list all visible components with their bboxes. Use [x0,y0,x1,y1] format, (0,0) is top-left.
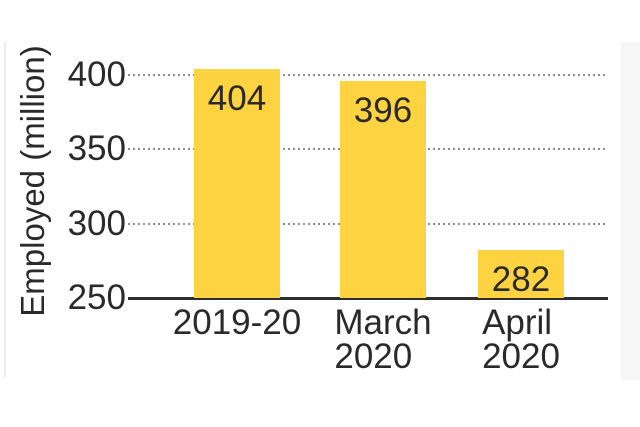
photo-left-border [4,42,6,377]
y-tick-label: 350 [67,129,126,169]
x-category-label: April 2020 [482,303,560,376]
bar-value-label: 396 [353,90,413,130]
y-axis-title: Employed (million) [14,45,51,317]
bar-value-label: 282 [491,260,551,300]
x-axis-line [128,297,608,300]
bar-april-2020: 282 [478,250,564,300]
bar-2019-20: 404 [194,69,280,298]
gridline-400 [128,74,608,76]
bar-march-2020: 396 [340,80,426,298]
bar-value-label: 404 [207,79,267,119]
photo-right-band [621,42,640,380]
x-category-label: 2019-20 [172,303,302,342]
x-category-label: March 2020 [334,303,432,376]
y-tick-label: 250 [67,278,126,317]
y-tick-label: 300 [67,203,126,243]
y-tick-label: 400 [67,55,126,94]
